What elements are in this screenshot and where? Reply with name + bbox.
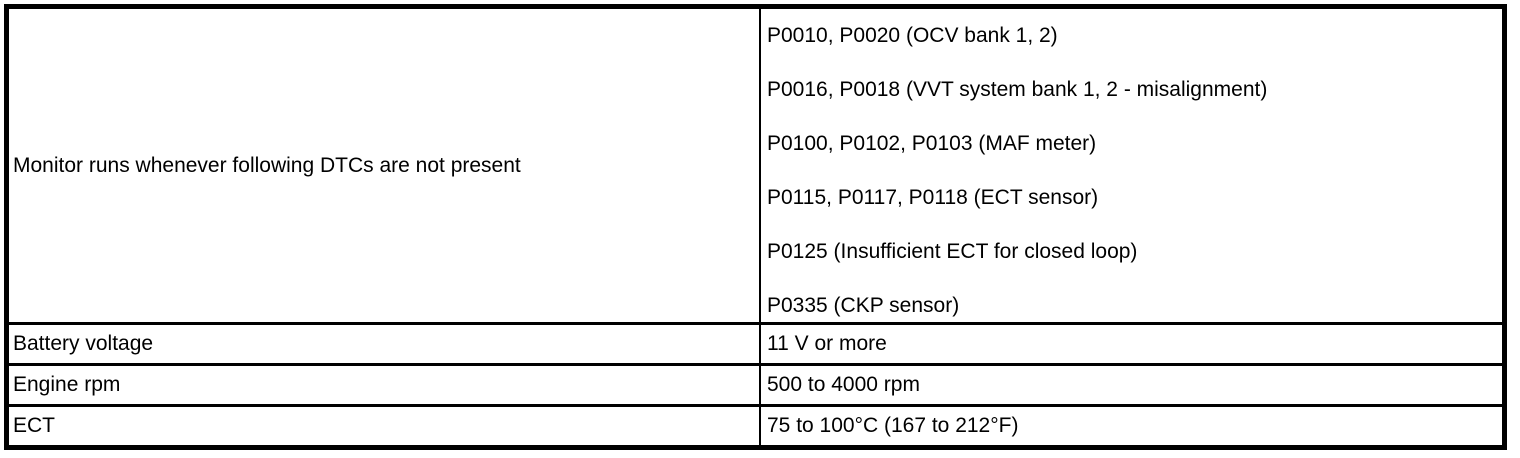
condition-label: Engine rpm	[13, 373, 121, 397]
monitor-conditions-table: Monitor runs whenever following DTCs are…	[4, 4, 1507, 450]
condition-value-cell: P0010, P0020 (OCV bank 1, 2) P0016, P001…	[761, 9, 1502, 322]
condition-label: Battery voltage	[13, 332, 154, 356]
condition-label-cell: ECT	[9, 404, 761, 445]
dtc-line: P0115, P0117, P0118 (ECT sensor)	[767, 186, 1099, 210]
condition-value: 11 V or more	[767, 332, 887, 356]
dtc-list: P0010, P0020 (OCV bank 1, 2) P0016, P001…	[767, 9, 1502, 322]
dtc-line: P0100, P0102, P0103 (MAF meter)	[767, 132, 1097, 156]
condition-label-cell: Battery voltage	[9, 322, 761, 363]
condition-label: ECT	[13, 414, 55, 438]
dtc-line: P0010, P0020 (OCV bank 1, 2)	[767, 24, 1058, 48]
dtc-line: P0335 (CKP sensor)	[767, 294, 960, 318]
dtc-line: P0125 (Insufficient ECT for closed loop)	[767, 240, 1138, 264]
table-row-ect: ECT 75 to 100°C (167 to 212°F)	[9, 404, 1502, 445]
condition-value: 75 to 100°C (167 to 212°F)	[767, 414, 1019, 438]
condition-value: 500 to 4000 rpm	[767, 373, 920, 397]
table-row-dtc-conditions: Monitor runs whenever following DTCs are…	[9, 9, 1502, 322]
condition-value-cell: 11 V or more	[761, 322, 1502, 363]
condition-value-cell: 75 to 100°C (167 to 212°F)	[761, 404, 1502, 445]
table-row-battery-voltage: Battery voltage 11 V or more	[9, 322, 1502, 363]
condition-label: Monitor runs whenever following DTCs are…	[13, 153, 521, 177]
table-row-engine-rpm: Engine rpm 500 to 4000 rpm	[9, 363, 1502, 404]
condition-label-cell: Engine rpm	[9, 363, 761, 404]
condition-label-cell: Monitor runs whenever following DTCs are…	[9, 9, 761, 322]
dtc-line: P0016, P0018 (VVT system bank 1, 2 - mis…	[767, 78, 1268, 102]
condition-value-cell: 500 to 4000 rpm	[761, 363, 1502, 404]
